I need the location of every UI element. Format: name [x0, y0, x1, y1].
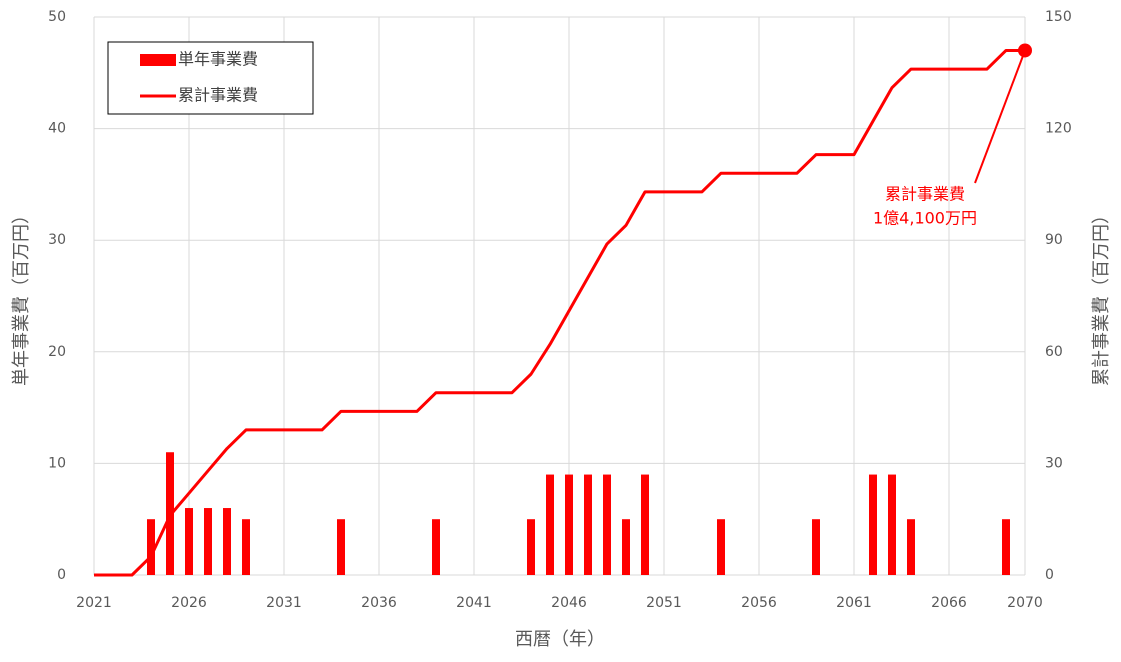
y-tick-label: 30	[48, 232, 66, 248]
legend-label: 単年事業費	[178, 50, 258, 69]
bar	[337, 519, 345, 575]
bar	[223, 508, 231, 575]
legend-swatch	[140, 54, 176, 66]
bar	[565, 474, 573, 575]
x-tick-label: 2070	[1007, 595, 1043, 611]
y2-tick-label: 90	[1045, 232, 1063, 248]
y-tick-label: 40	[48, 121, 66, 137]
x-tick-label: 2026	[171, 595, 207, 611]
y-tick-label: 10	[48, 455, 66, 471]
bar	[242, 519, 250, 575]
legend-label: 累計事業費	[178, 86, 258, 105]
y-tick-label: 50	[48, 9, 66, 25]
bar	[907, 519, 915, 575]
bar	[888, 474, 896, 575]
bar	[584, 474, 592, 575]
bar	[1002, 519, 1010, 575]
y2-tick-label: 60	[1045, 344, 1063, 360]
bar	[546, 474, 554, 575]
bar	[717, 519, 725, 575]
x-tick-label: 2041	[456, 595, 492, 611]
x-tick-label: 2061	[836, 595, 872, 611]
y2-tick-label: 120	[1045, 121, 1072, 137]
annotation-pointer	[974, 50, 1026, 184]
bar	[185, 508, 193, 575]
bar	[603, 474, 611, 575]
x-tick-label: 2046	[551, 595, 587, 611]
bar	[204, 508, 212, 575]
x-tick-label: 2031	[266, 595, 302, 611]
bar	[869, 474, 877, 575]
annotation-text: 1億4,100万円	[873, 209, 977, 228]
x-tick-label: 2021	[76, 595, 112, 611]
y-axis-title: 単年事業費（百万円）	[11, 206, 32, 386]
annotation-text: 累計事業費	[885, 185, 965, 204]
x-tick-label: 2056	[741, 595, 777, 611]
bar	[527, 519, 535, 575]
bar	[147, 519, 155, 575]
x-tick-label: 2036	[361, 595, 397, 611]
y2-tick-label: 30	[1045, 455, 1063, 471]
x-tick-label: 2066	[931, 595, 967, 611]
bar	[641, 474, 649, 575]
x-axis-title: 西暦（年）	[515, 629, 605, 650]
bar	[622, 519, 630, 575]
bar	[812, 519, 820, 575]
y-tick-label: 0	[57, 567, 66, 583]
y2-tick-label: 0	[1045, 567, 1054, 583]
line	[94, 48, 1025, 577]
y2-axis-title: 累計事業費（百万円）	[1091, 206, 1112, 386]
x-tick-label: 2051	[646, 595, 682, 611]
bar	[432, 519, 440, 575]
y2-tick-label: 150	[1045, 9, 1072, 25]
y-tick-label: 20	[48, 344, 66, 360]
